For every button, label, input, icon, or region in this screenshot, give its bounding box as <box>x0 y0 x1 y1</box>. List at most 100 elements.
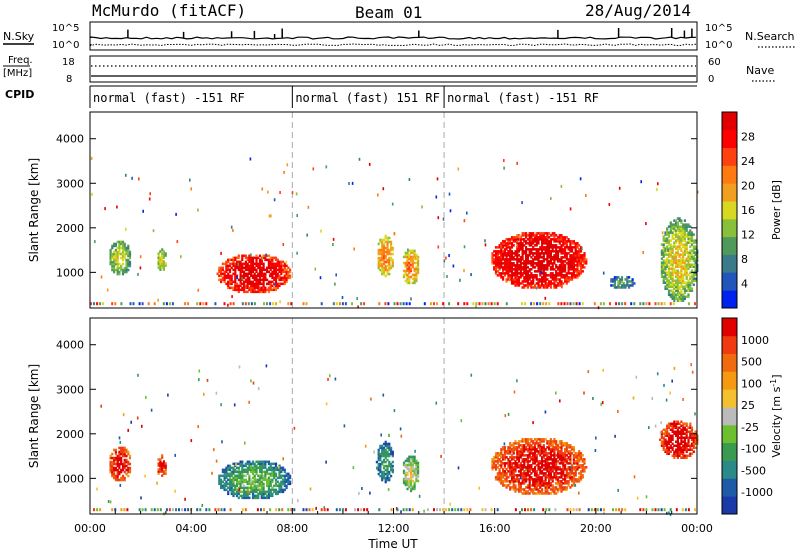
echo-cell <box>528 244 531 247</box>
echo-cell <box>546 268 549 271</box>
echo-cell <box>505 272 508 275</box>
echo-cell <box>264 476 267 480</box>
echo-cell <box>246 264 249 268</box>
echo-cell <box>585 260 588 263</box>
echo-cell <box>664 448 667 451</box>
echo-cell <box>386 450 389 454</box>
echo-cell <box>535 276 538 279</box>
echo-cell <box>509 260 512 263</box>
echo-cell <box>409 469 413 473</box>
echo-cell <box>692 255 695 258</box>
echo-cell <box>567 270 570 273</box>
echo-cell <box>546 258 549 261</box>
echo-cell <box>675 430 678 433</box>
echo-cell <box>227 490 230 494</box>
echo-cell <box>114 456 117 460</box>
echo-cell <box>162 464 165 467</box>
echo-cell <box>125 268 128 272</box>
echo-cell <box>676 446 679 449</box>
echo-cell <box>685 249 688 252</box>
echo-cell <box>535 450 538 453</box>
echo-cell <box>546 262 549 265</box>
echo-cell <box>571 254 574 257</box>
power-marks <box>90 112 699 310</box>
echo-cell <box>521 272 524 275</box>
echo-cell <box>415 475 418 479</box>
echo-cell <box>535 240 538 243</box>
echo-cell <box>528 238 531 241</box>
echo-cell <box>541 282 544 285</box>
echo-cell <box>258 276 262 280</box>
echo-cell <box>660 275 663 278</box>
echo-cell <box>223 468 226 472</box>
echo-cell <box>357 305 359 309</box>
echo-cell <box>335 273 337 277</box>
echo-cell <box>269 480 272 484</box>
echo-cell <box>574 244 577 247</box>
echo-cell <box>680 442 683 445</box>
echo-cell <box>694 261 697 264</box>
echo-cell <box>660 253 663 256</box>
echo-cell <box>678 217 681 220</box>
echo-cell <box>579 177 582 181</box>
echo-cell <box>675 444 678 447</box>
echo-cell <box>535 460 538 463</box>
echo-cell <box>541 262 544 265</box>
echo-cell <box>664 267 667 270</box>
echo-cell <box>517 490 521 493</box>
echo-cell <box>682 422 685 425</box>
echo-cell <box>664 233 667 236</box>
echo-cell <box>575 508 578 512</box>
echo-cell <box>382 460 386 464</box>
echo-cell <box>579 466 583 469</box>
echo-cell <box>241 274 244 278</box>
echo-cell <box>689 277 692 280</box>
echo-cell <box>128 254 132 258</box>
echo-cell <box>510 466 514 469</box>
echo-cell <box>624 302 627 306</box>
echo-cell <box>519 466 522 469</box>
echo-cell <box>225 274 228 278</box>
echo-cell <box>687 281 690 284</box>
echo-cell <box>267 490 270 494</box>
echo-cell <box>687 430 690 433</box>
echo-cell <box>516 260 519 263</box>
colorbar-tick-label: 8 <box>741 253 748 266</box>
echo-cell <box>673 287 676 290</box>
echo-cell <box>555 460 558 463</box>
colorbar-swatch <box>722 254 737 273</box>
echo-cell <box>564 466 567 469</box>
echo-cell <box>619 282 622 285</box>
echo-cell <box>694 279 697 282</box>
echo-cell <box>567 446 570 449</box>
echo-cell <box>551 268 554 271</box>
echo-cell <box>128 262 132 266</box>
echo-cell <box>530 452 533 455</box>
echo-cell <box>683 223 686 226</box>
echo-cell <box>678 235 681 238</box>
echo-cell <box>113 456 116 460</box>
echo-cell <box>244 260 247 264</box>
echo-cell <box>216 272 219 276</box>
echo-cell <box>542 286 545 289</box>
echo-cell <box>660 249 663 252</box>
echo-cell <box>162 472 165 475</box>
echo-cell <box>225 472 228 476</box>
echo-cell <box>413 273 416 277</box>
echo-cell <box>260 476 263 480</box>
colorbar-swatch <box>722 424 737 444</box>
echo-cell <box>162 460 165 463</box>
echo-cell <box>382 244 386 248</box>
echo-cell <box>509 250 512 253</box>
echo-cell <box>519 268 522 271</box>
echo-cell <box>260 286 263 290</box>
echo-cell <box>690 436 694 439</box>
echo-cell <box>660 436 663 439</box>
echo-cell <box>541 476 544 479</box>
echo-cell <box>159 266 162 269</box>
echo-cell <box>408 275 411 279</box>
echo-cell <box>562 260 565 263</box>
echo-cell <box>571 240 574 243</box>
echo-cell <box>241 256 244 260</box>
echo-cell <box>505 472 508 475</box>
